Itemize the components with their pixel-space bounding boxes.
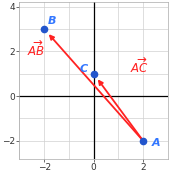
Text: A: A [152, 138, 160, 148]
Text: $\overrightarrow{AB}$: $\overrightarrow{AB}$ [27, 39, 45, 59]
Text: C: C [79, 64, 87, 74]
Text: B: B [47, 16, 56, 26]
Text: $\overrightarrow{AC}$: $\overrightarrow{AC}$ [130, 56, 148, 76]
